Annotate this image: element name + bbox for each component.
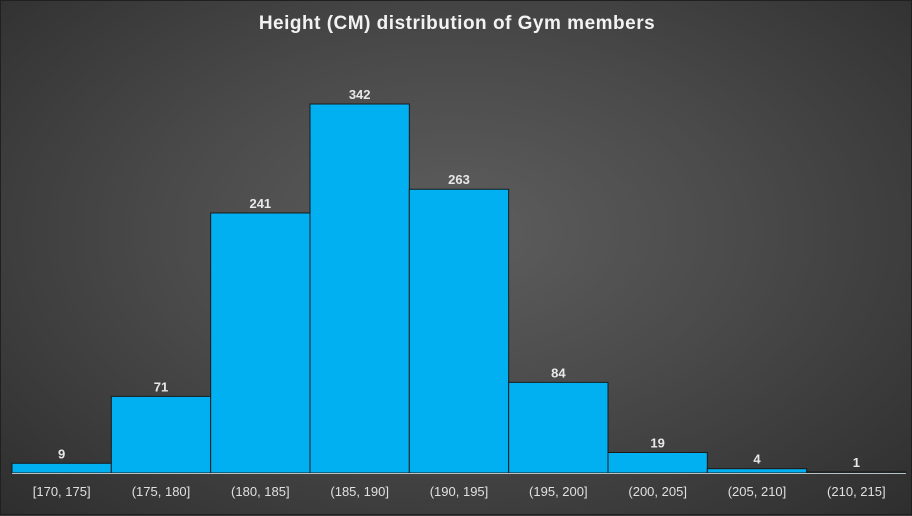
- bar-0: [11, 462, 112, 474]
- x-tick-label-4: (190, 195]: [430, 484, 489, 499]
- x-tick-label-5: (195, 200]: [529, 484, 588, 499]
- bar-7: [706, 468, 808, 474]
- data-labels-group: 9 71 241 342 263 84 19 4 1: [58, 87, 860, 470]
- data-label-8: 1: [853, 455, 860, 470]
- x-tick-label-8: (210, 215]: [827, 484, 886, 499]
- data-label-0: 9: [58, 446, 65, 461]
- bar-8: [806, 471, 907, 474]
- data-label-6: 19: [650, 436, 664, 451]
- x-tick-label-7: (205, 210]: [728, 484, 787, 499]
- data-label-2: 241: [249, 196, 271, 211]
- bar-4: [408, 188, 510, 474]
- bars-group: [11, 103, 907, 474]
- x-tick-label-3: (185, 190]: [330, 484, 389, 499]
- data-label-1: 71: [154, 379, 168, 394]
- x-tick-label-0: [170, 175]: [33, 484, 91, 499]
- bar-5: [508, 381, 609, 474]
- chart-title: Height (CM) distribution of Gym members: [259, 13, 655, 34]
- data-label-3: 342: [349, 87, 371, 102]
- x-tick-labels-group: [170, 175] (175, 180] (180, 185] (185, 190]…: [33, 484, 886, 499]
- data-label-7: 4: [753, 452, 761, 467]
- bar-1: [110, 395, 212, 474]
- data-label-4: 263: [448, 172, 470, 187]
- bar-6: [607, 452, 708, 474]
- x-tick-label-2: (180, 185]: [231, 484, 290, 499]
- bar-2: [210, 212, 311, 474]
- x-tick-label-1: (175, 180]: [132, 484, 191, 499]
- x-tick-label-6: (200, 205]: [628, 484, 687, 499]
- bar-3: [309, 103, 410, 474]
- data-label-5: 84: [551, 365, 566, 380]
